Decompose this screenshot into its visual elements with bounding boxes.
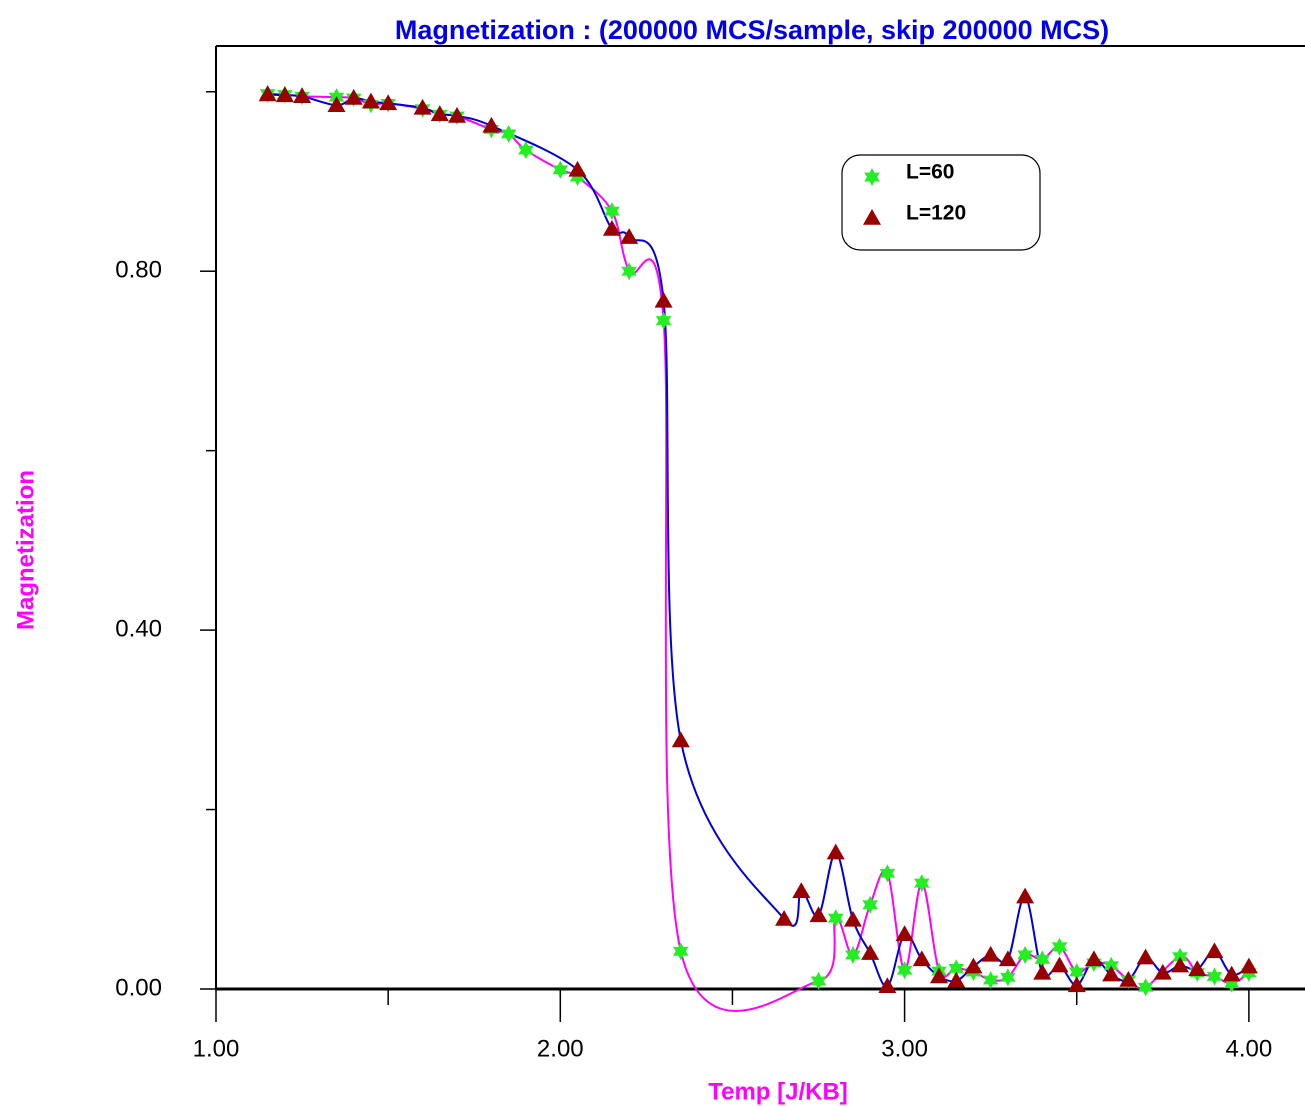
data-point [912,950,931,967]
x-tick-label: 3.00 [881,1035,928,1062]
data-point [654,291,673,308]
data-point [1172,947,1188,966]
data-point [1000,968,1016,987]
data-point [327,96,346,112]
data-point [879,864,896,883]
data-point [1016,887,1035,904]
legend-box [841,154,1041,251]
data-point [293,87,312,103]
data-point [518,141,534,160]
legend-label: L=120 [906,202,966,225]
data-point [947,971,966,988]
data-point [482,116,501,133]
data-point [775,910,794,926]
data-point [620,228,639,244]
data-point [964,957,983,974]
data-point [275,86,294,103]
data-point [361,92,380,109]
data-point [930,967,949,984]
data-point [792,882,811,898]
data-point [827,909,844,928]
data-point [896,961,913,980]
data-point [1137,978,1154,997]
data-point [258,85,277,102]
data-point [1239,957,1258,974]
data-point [1206,967,1223,986]
data-point [981,945,1000,962]
x-axis-label: Temp [J/KB] [708,1078,848,1105]
y-axis-label: Magnetization [12,470,39,630]
data-point [843,910,862,927]
data-point [1136,948,1155,965]
data-point [1034,950,1051,969]
data-point [1205,942,1224,959]
data-point [344,89,363,105]
data-point [845,945,861,964]
data-point [673,942,689,961]
data-point [379,94,398,111]
x-tick-label: 1.00 [193,1035,240,1062]
data-point [1103,956,1119,975]
data-point [1223,974,1240,993]
series-line [267,92,1250,1012]
data-point [810,971,827,990]
chart-title: Magnetization : (200000 MCS/sample, skip… [395,15,1109,45]
data-point [1222,965,1241,982]
data-point [861,944,880,960]
data-point [1051,937,1068,956]
data-point [430,105,449,121]
data-point [621,262,637,281]
legend-marker [863,209,881,225]
data-point [1067,976,1086,993]
data-point [655,311,672,330]
data-point [1017,945,1033,964]
data-point [1102,965,1121,982]
data-point [569,168,586,186]
data-point [982,971,999,989]
data-point [948,959,964,978]
data-point [500,124,517,143]
data-point [604,202,620,221]
data-point [1050,956,1069,973]
data-point [1068,963,1085,981]
series-line [267,93,1250,988]
y-tick-label: 0.40 [115,615,162,642]
data-point [448,106,467,123]
data-point [1188,960,1207,977]
legend-label: L=60 [906,161,954,184]
data-point [998,950,1017,967]
y-tick-label: 0.80 [115,257,162,284]
data-point [895,925,914,942]
data-point [671,731,690,748]
data-point [862,895,878,914]
data-point [1033,963,1052,980]
data-point [878,977,897,994]
data-point [552,160,569,179]
data-point [826,843,845,860]
data-point [602,220,621,236]
data-point [914,874,930,893]
data-point [809,906,828,923]
data-point [1119,971,1138,987]
data-point [1171,956,1190,973]
x-tick-label: 4.00 [1226,1035,1273,1062]
data-point [568,160,587,177]
x-tick-label: 2.00 [537,1035,584,1062]
y-tick-label: 0.00 [115,974,162,1001]
data-point [1153,963,1172,980]
legend-marker [864,168,880,186]
data-point [1084,950,1103,967]
data-point [413,98,432,115]
